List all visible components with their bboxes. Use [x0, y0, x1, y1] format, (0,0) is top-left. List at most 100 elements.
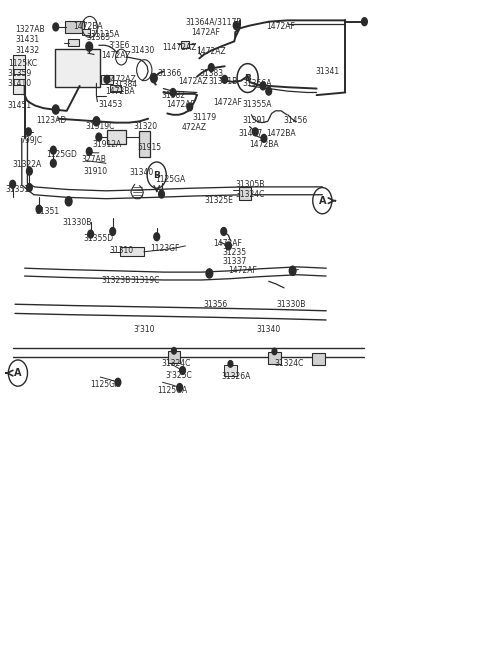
- Text: 1472AZ: 1472AZ: [106, 75, 136, 84]
- Text: 31330B: 31330B: [62, 218, 91, 227]
- Text: 31456: 31456: [283, 116, 307, 125]
- Text: B: B: [153, 171, 160, 179]
- Text: 31325E: 31325E: [204, 196, 233, 205]
- Text: 3'3E6: 3'3E6: [109, 41, 131, 50]
- Circle shape: [50, 160, 56, 168]
- Bar: [55, 49, 100, 87]
- Text: 327AB: 327AB: [81, 155, 106, 164]
- Text: 11472AZ: 11472AZ: [162, 43, 197, 53]
- Bar: [13, 55, 24, 95]
- Text: 31371B: 31371B: [208, 78, 237, 87]
- Text: 31410: 31410: [8, 79, 32, 89]
- Circle shape: [50, 147, 56, 154]
- Text: 31467: 31467: [238, 129, 263, 137]
- Circle shape: [96, 133, 102, 141]
- Circle shape: [158, 190, 164, 198]
- Text: 31391: 31391: [242, 116, 266, 125]
- Text: 31326A: 31326A: [222, 372, 251, 381]
- Text: 1472BA: 1472BA: [266, 129, 296, 137]
- Text: 31356A: 31356A: [243, 79, 272, 88]
- Circle shape: [252, 128, 258, 136]
- Text: B: B: [244, 74, 251, 83]
- Text: 31305B: 31305B: [235, 180, 264, 189]
- Circle shape: [115, 378, 121, 386]
- Circle shape: [261, 135, 267, 143]
- Text: 1472AZ: 1472AZ: [101, 51, 131, 60]
- Circle shape: [208, 64, 214, 72]
- Bar: [168, 351, 180, 363]
- Circle shape: [53, 23, 59, 31]
- Circle shape: [233, 22, 239, 30]
- Circle shape: [266, 87, 272, 95]
- Circle shape: [151, 74, 157, 83]
- Circle shape: [260, 82, 266, 90]
- Circle shape: [52, 105, 59, 114]
- Text: 1125GA: 1125GA: [157, 386, 188, 396]
- Text: 31322A: 31322A: [12, 160, 42, 169]
- Circle shape: [289, 266, 296, 275]
- Text: 31382: 31382: [161, 91, 185, 100]
- Circle shape: [26, 168, 32, 175]
- Bar: [268, 352, 281, 364]
- Text: 1472AZ: 1472AZ: [178, 78, 207, 87]
- Text: 31355D: 31355D: [83, 233, 113, 242]
- Text: 1472AF: 1472AF: [266, 22, 295, 32]
- Bar: [101, 75, 113, 84]
- Text: 31330B: 31330B: [276, 300, 306, 309]
- Circle shape: [154, 233, 159, 240]
- Text: 31384: 31384: [113, 80, 137, 89]
- Circle shape: [177, 384, 182, 392]
- Circle shape: [228, 361, 233, 367]
- Text: 1327AB: 1327AB: [15, 25, 45, 34]
- Bar: [82, 29, 90, 35]
- Text: 31366: 31366: [157, 69, 182, 78]
- Text: 31320: 31320: [134, 122, 158, 131]
- Text: 1472AF: 1472AF: [213, 238, 241, 248]
- Text: 1125GD: 1125GD: [46, 150, 77, 158]
- Text: 31310: 31310: [110, 246, 134, 255]
- Circle shape: [36, 205, 42, 213]
- Text: 31337: 31337: [223, 257, 247, 266]
- Circle shape: [171, 348, 176, 354]
- Text: 31453: 31453: [99, 100, 123, 109]
- Text: 1472AF: 1472AF: [191, 28, 220, 37]
- Circle shape: [206, 269, 213, 278]
- Bar: [110, 85, 121, 93]
- Bar: [312, 353, 324, 365]
- Text: 31340: 31340: [257, 325, 281, 334]
- Circle shape: [65, 196, 72, 206]
- Text: 31319C: 31319C: [131, 276, 160, 285]
- Text: 1123AD: 1123AD: [36, 116, 67, 125]
- Circle shape: [180, 367, 185, 374]
- Circle shape: [187, 103, 192, 111]
- Text: 1472AF: 1472AF: [213, 98, 242, 107]
- Text: 1472BA: 1472BA: [105, 87, 135, 96]
- Text: 31432: 31432: [15, 46, 39, 55]
- Text: 1125GA: 1125GA: [91, 380, 121, 389]
- Text: A: A: [319, 196, 326, 206]
- Text: 31430: 31430: [130, 46, 154, 55]
- Circle shape: [86, 148, 92, 156]
- Circle shape: [221, 227, 227, 235]
- Text: 3'310: 3'310: [134, 325, 155, 334]
- Circle shape: [222, 76, 228, 83]
- Text: 1472BA: 1472BA: [73, 22, 103, 32]
- Text: 1125GA: 1125GA: [155, 175, 185, 183]
- Circle shape: [361, 18, 367, 26]
- Text: 31359: 31359: [8, 69, 32, 78]
- Circle shape: [226, 242, 231, 250]
- Bar: [224, 365, 237, 376]
- Text: 3'325C: 3'325C: [165, 371, 192, 380]
- Text: 31319C: 31319C: [86, 122, 115, 131]
- Text: 1472AF: 1472AF: [228, 266, 257, 275]
- Circle shape: [110, 227, 116, 235]
- Text: 31235: 31235: [223, 248, 247, 257]
- Text: 31351: 31351: [35, 208, 59, 216]
- Bar: [107, 130, 126, 145]
- Circle shape: [93, 117, 100, 126]
- Text: 1123GF: 1123GF: [150, 244, 180, 253]
- Bar: [68, 39, 79, 46]
- Text: 31324C: 31324C: [235, 190, 264, 198]
- Text: 31324C: 31324C: [275, 359, 304, 368]
- Text: 31451: 31451: [8, 101, 32, 110]
